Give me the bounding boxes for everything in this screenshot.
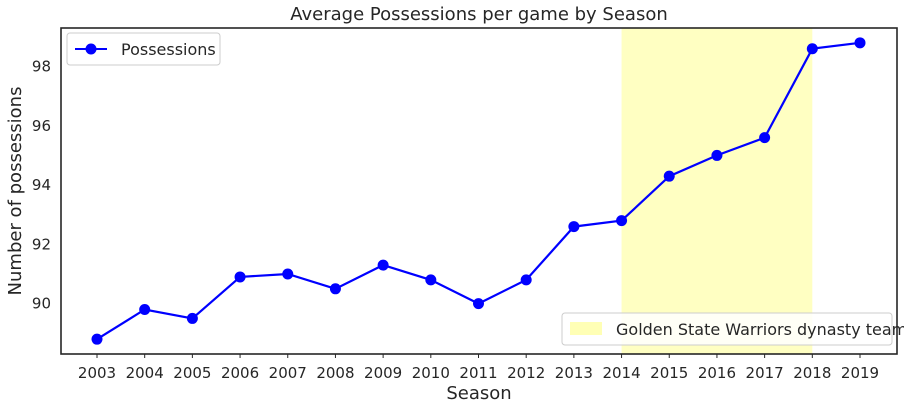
band-legend-label: Golden State Warriors dynasty team	[616, 320, 904, 339]
data-point-2019	[854, 37, 866, 49]
data-point-2014	[616, 215, 628, 227]
y-tick-label: 98	[32, 58, 51, 76]
x-tick-label: 2011	[459, 364, 497, 382]
data-point-2006	[234, 271, 246, 283]
x-tick-label: 2007	[269, 364, 307, 382]
x-tick-label: 2009	[364, 364, 402, 382]
highlight-band	[621, 28, 813, 354]
x-tick-labels: 2003 2004 2005 2006 2007 2008 2009 2010 2011 2012…	[78, 354, 879, 382]
data-point-2012	[520, 274, 532, 286]
y-tick-label: 92	[32, 235, 51, 253]
data-point-2009	[377, 259, 389, 271]
data-point-2010	[425, 274, 437, 286]
x-tick-label: 2012	[507, 364, 545, 382]
series-legend-label: Possessions	[121, 40, 216, 59]
data-point-2005	[186, 312, 198, 324]
band-legend-box	[561, 312, 893, 346]
band-legend: Golden State Warriors dynasty team	[561, 312, 904, 346]
data-point-2017	[759, 132, 771, 144]
y-tick-label: 90	[32, 295, 51, 313]
data-point-2018	[806, 43, 818, 55]
data-point-2008	[329, 283, 341, 295]
x-tick-label: 2010	[412, 364, 450, 382]
y-tick-label: 96	[32, 117, 51, 135]
y-tick-label: 94	[32, 176, 51, 194]
x-tick-label: 2008	[316, 364, 354, 382]
highlight-band-layer	[621, 28, 813, 354]
series-legend: Possessions	[66, 32, 221, 66]
x-tick-label: 2015	[650, 364, 688, 382]
x-axis-label: Season	[446, 383, 511, 404]
y-tick-labels: 90 92 94 96 98	[32, 58, 51, 313]
data-point-2007	[282, 268, 294, 280]
x-tick-label: 2014	[602, 364, 640, 382]
chart-title: Average Possessions per game by Season	[290, 4, 668, 25]
data-point-2003	[91, 333, 103, 345]
x-tick-label: 2018	[793, 364, 831, 382]
data-point-2011	[473, 298, 484, 310]
x-tick-label: 2006	[221, 364, 259, 382]
x-tick-label: 2004	[126, 364, 164, 382]
data-point-layer	[91, 37, 866, 345]
x-tick-label: 2016	[698, 364, 736, 382]
x-tick-label: 2005	[173, 364, 211, 382]
series-legend-marker	[85, 43, 97, 55]
data-point-2013	[568, 221, 580, 233]
x-tick-label: 2003	[78, 364, 116, 382]
y-axis-label: Number of possessions	[5, 87, 26, 296]
data-point-2016	[711, 149, 723, 161]
series-legend-box	[66, 32, 221, 66]
data-point-2015	[663, 170, 675, 182]
x-tick-label: 2017	[746, 364, 784, 382]
x-tick-label: 2013	[555, 364, 593, 382]
band-legend-swatch	[570, 322, 602, 335]
x-tick-label: 2019	[841, 364, 879, 382]
data-point-2004	[139, 304, 151, 316]
